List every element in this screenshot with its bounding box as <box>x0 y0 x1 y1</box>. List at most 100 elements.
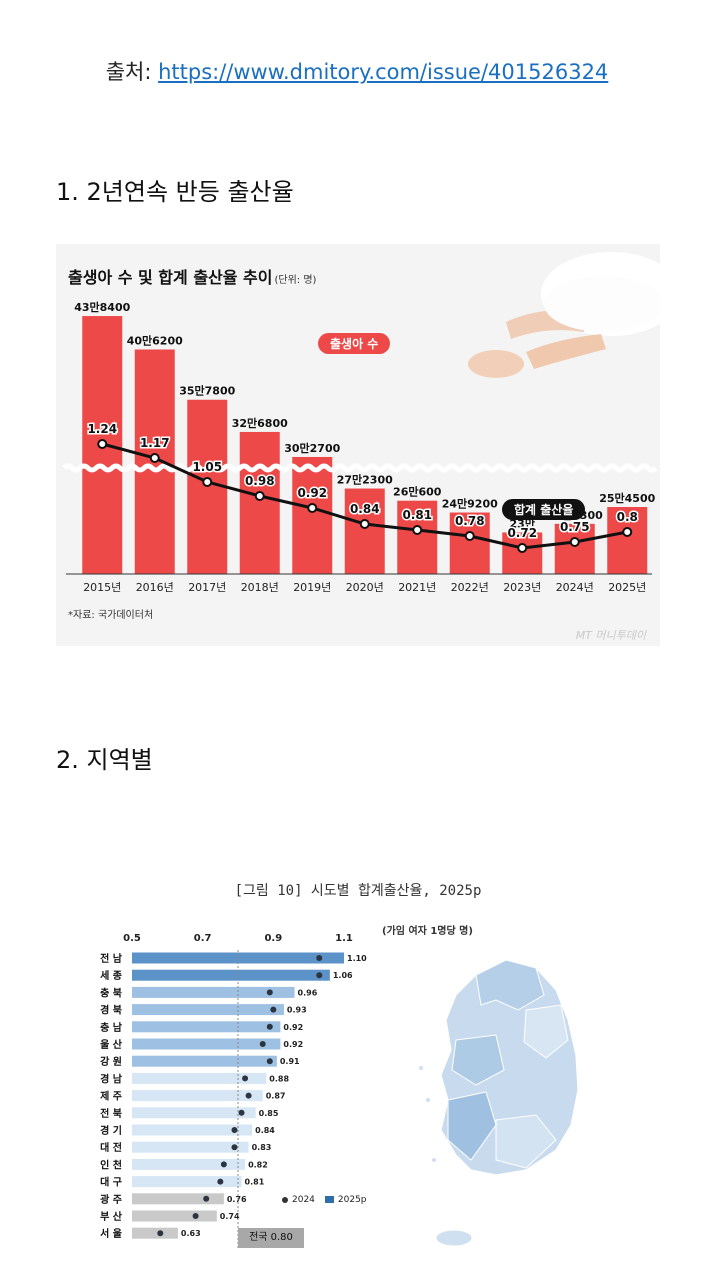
birth-bar <box>344 488 385 574</box>
region-point-2024 <box>266 1023 273 1030</box>
chart1-title: 출생아 수 및 합계 출산율 추이 (단위: 명) <box>68 264 316 288</box>
tfr-point <box>359 519 370 529</box>
region-value-label: 0.88 <box>269 1074 289 1083</box>
source-line: 출처: https://www.dmitory.com/issue/401526… <box>0 56 714 86</box>
section-heading-1: 1. 2년연속 반등 출산율 <box>56 178 294 206</box>
region-bar-2025 <box>132 1158 246 1170</box>
x-tick-label: 2017년 <box>188 581 226 594</box>
region-point-2024 <box>266 1058 273 1065</box>
region-point-2024 <box>157 1230 164 1237</box>
region-label: 경 기 <box>100 1124 122 1137</box>
birth-rate-chart: 43만8400 2015년 40만6200 2016년 35만7800 2017년 32만6… <box>56 244 660 646</box>
region-point-2024 <box>231 1144 238 1151</box>
region-point-2024 <box>316 955 323 961</box>
region-value-label: 0.81 <box>245 1178 265 1187</box>
chart2-legend: 2024 2025p <box>282 1195 367 1205</box>
region-value-label: 0.74 <box>220 1212 240 1221</box>
x-tick-label: 2015년 <box>83 581 121 594</box>
region-label: 대 전 <box>100 1141 122 1154</box>
axis-break-wave <box>62 463 658 473</box>
tfr-point <box>517 543 528 553</box>
birth-value-label: 26만600 <box>393 485 442 499</box>
x-tick-label: 2021년 <box>398 581 436 594</box>
region-point-2024 <box>203 1195 210 1202</box>
birth-bar <box>607 507 648 574</box>
legend-dot-icon <box>282 1196 288 1203</box>
regional-fertility-chart: 0.5 0.7 0.9 1.1 1.10 전 남 1.06 세 종 0.96 충 북 0.93 경 북… <box>56 870 660 1270</box>
x-tick-label: 2023년 <box>503 581 541 594</box>
birth-value-label: 30만2700 <box>284 441 340 455</box>
region-label: 충 남 <box>100 1021 123 1034</box>
tfr-value-label: 0.72 <box>507 526 537 540</box>
birth-value-label: 24만9200 <box>442 497 498 511</box>
region-label: 부 산 <box>100 1210 123 1223</box>
region-bar-2025 <box>132 1072 267 1084</box>
region-value-label: 0.93 <box>287 1006 307 1015</box>
region-value-label: 0.91 <box>280 1057 300 1066</box>
region-bar-2025 <box>132 1038 281 1050</box>
tfr-point <box>412 525 423 535</box>
korea-map-illustration <box>419 959 579 1247</box>
x-tick-label: 2024년 <box>556 581 594 594</box>
region-bar-2025 <box>132 1090 263 1102</box>
national-average-label: 전국 0.80 <box>238 1228 304 1248</box>
x-tick-label: 2022년 <box>451 581 489 594</box>
source-link[interactable]: https://www.dmitory.com/issue/401526324 <box>158 60 609 84</box>
region-label: 인 천 <box>100 1158 122 1171</box>
region-value-label: 0.92 <box>283 1023 303 1032</box>
births-legend-pill: 출생아 수 <box>318 333 391 354</box>
region-bar-2025 <box>132 986 295 998</box>
legend-2025-label: 2025p <box>337 1195 367 1205</box>
tfr-value-label: 1.17 <box>140 436 170 450</box>
birth-value-label: 43만8400 <box>74 300 130 314</box>
region-point-2024 <box>259 1041 266 1047</box>
region-bar-2025 <box>132 1227 178 1239</box>
region-bar-2025 <box>132 969 330 981</box>
tfr-value-label: 0.84 <box>350 502 380 516</box>
tfr-value-label: 0.75 <box>560 520 590 534</box>
region-point-2024 <box>270 1006 277 1013</box>
chart2-unit: (가임 여자 1명당 명) <box>382 926 473 937</box>
tfr-value-label: 0.98 <box>245 474 275 488</box>
region-value-label: 1.06 <box>333 971 353 980</box>
tfr-value-label: 0.78 <box>455 514 485 528</box>
x-tick-label: 0.7 <box>194 933 212 944</box>
region-point-2024 <box>192 1213 199 1219</box>
region-label: 세 종 <box>100 969 122 982</box>
x-tick-label: 0.9 <box>264 933 282 944</box>
birth-bar <box>502 532 543 574</box>
region-value-label: 0.85 <box>259 1109 279 1118</box>
region-value-label: 1.10 <box>347 954 367 963</box>
region-point-2024 <box>266 989 273 996</box>
region-label: 광 주 <box>100 1194 122 1206</box>
region-value-label: 0.92 <box>283 1040 303 1049</box>
publisher-logo: MT 머니투데이 <box>575 629 646 642</box>
region-value-label: 0.96 <box>298 988 318 997</box>
birth-bar <box>554 523 595 574</box>
region-label: 울 산 <box>100 1038 123 1051</box>
region-point-2024 <box>316 972 323 979</box>
x-tick-label: 2016년 <box>136 581 174 594</box>
source-label: 출처: <box>105 60 152 84</box>
birth-bar <box>292 456 333 574</box>
region-label: 전 북 <box>100 1107 122 1120</box>
chart1-title-text: 출생아 수 및 합계 출산율 추이 <box>68 268 273 287</box>
tfr-value-label: 0.92 <box>297 486 327 500</box>
birth-bar <box>449 512 490 574</box>
tfr-point <box>202 477 213 487</box>
birth-bar <box>397 500 438 574</box>
region-bar-2025 <box>132 1124 253 1136</box>
baby-illustration <box>468 252 660 378</box>
tfr-point <box>97 439 108 449</box>
birth-value-label: 40만6200 <box>127 333 183 347</box>
tfr-point <box>149 453 160 463</box>
tfr-value-label: 0.8 <box>617 510 638 524</box>
tfr-point <box>569 537 580 547</box>
legend-2024-label: 2024 <box>292 1195 315 1205</box>
birth-value-label: 35만7800 <box>179 384 235 398</box>
region-point-2024 <box>238 1109 245 1116</box>
birth-rate-chart-svg: 43만8400 2015년 40만6200 2016년 35만7800 2017년 32만6… <box>62 252 660 594</box>
region-label: 전 남 <box>100 952 123 965</box>
birth-value-label: 27만2300 <box>337 473 393 487</box>
region-point-2024 <box>220 1161 227 1168</box>
